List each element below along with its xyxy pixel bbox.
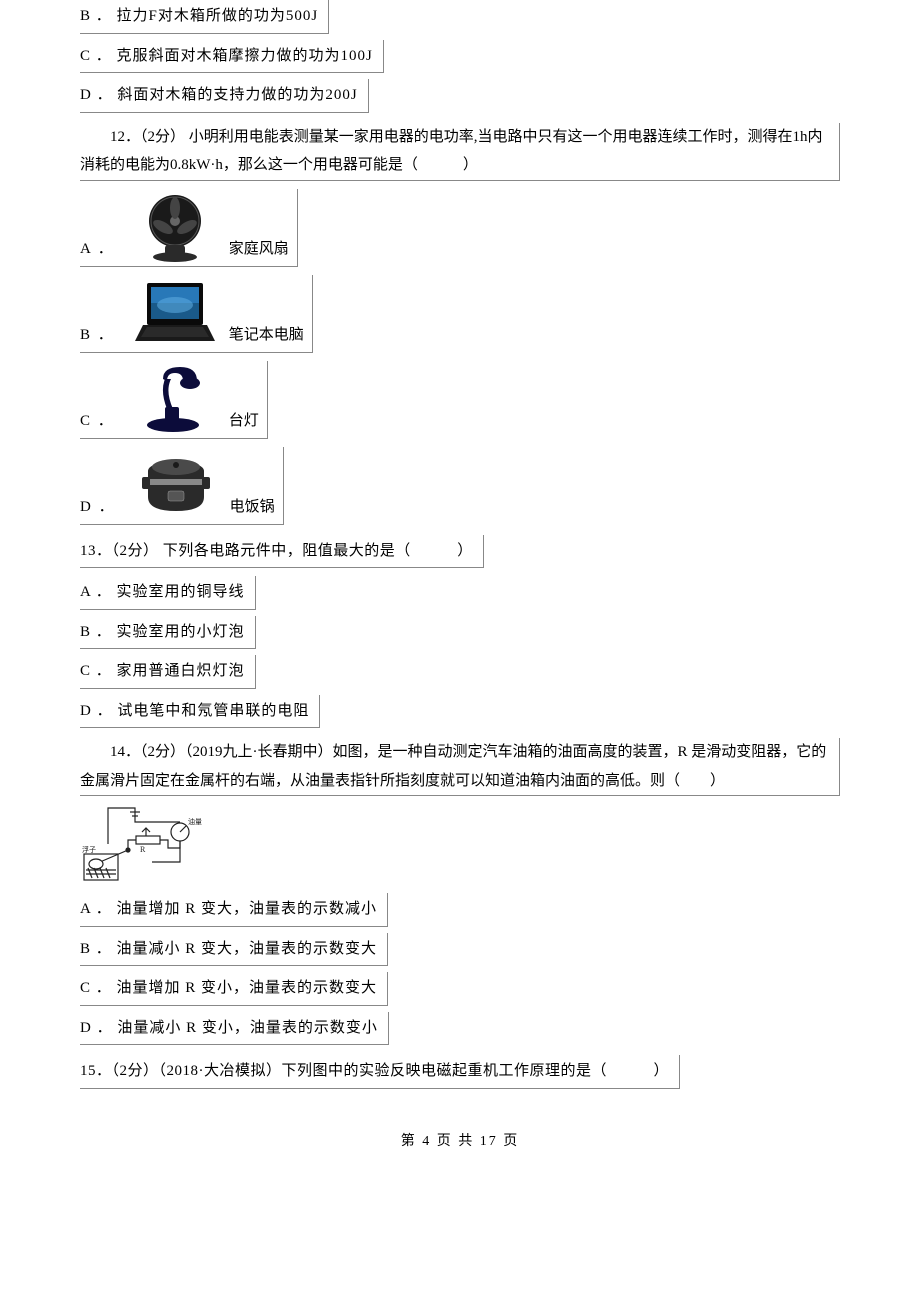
q11-option-d: D ． 斜面对木箱的支持力做的功为200J (80, 79, 840, 113)
ricecooker-icon (126, 447, 226, 522)
option-text: C ． 克服斜面对木箱摩擦力做的功为100J (80, 40, 384, 74)
q12-option-c: C ． 台灯 (80, 361, 840, 439)
q13-option-a: A ． 实验室用的铜导线 (80, 576, 840, 610)
fan-icon (125, 189, 225, 264)
option-label: C ． (80, 407, 115, 436)
q11-option-b: B ． 拉力F对木箱所做的功为500J (80, 0, 840, 34)
q14-option-b: B ． 油量减小 R 变大，油量表的示数变大 (80, 933, 840, 967)
q13-option-c: C ． 家用普通白炽灯泡 (80, 655, 840, 689)
option-text: B ． 实验室用的小灯泡 (80, 616, 256, 650)
q14-option-a: A ． 油量增加 R 变大，油量表的示数减小 (80, 893, 840, 927)
option-text: A ． 油量增加 R 变大，油量表的示数减小 (80, 893, 388, 927)
q13-option-d: D ． 试电笔中和氖管串联的电阻 (80, 695, 840, 729)
option-label: D ． (80, 493, 116, 522)
q13-option-b: B ． 实验室用的小灯泡 (80, 616, 840, 650)
q15-stem: 15．（2分）（2018·大冶模拟）下列图中的实验反映电磁起重机工作原理的是（ … (80, 1055, 840, 1089)
option-text: 家庭风扇 (229, 235, 289, 264)
q12-stem: 12．（2分） 小明利用电能表测量某一家用电器的电功率,当电路中只有这一个用电器… (80, 123, 840, 181)
option-text: B ． 油量减小 R 变大，油量表的示数变大 (80, 933, 388, 967)
q11-option-c: C ． 克服斜面对木箱摩擦力做的功为100J (80, 40, 840, 74)
q12-option-a: A ． 家庭风扇 (80, 189, 840, 267)
q13-stem: 13．（2分） 下列各电路元件中，阻值最大的是（ ） (80, 535, 840, 569)
option-text: 台灯 (229, 407, 259, 436)
option-text: B ． 拉力F对木箱所做的功为500J (80, 0, 329, 34)
option-text: 笔记本电脑 (229, 321, 304, 350)
option-text: A ． 实验室用的铜导线 (80, 576, 256, 610)
question-stem-text: 15．（2分）（2018·大冶模拟）下列图中的实验反映电磁起重机工作原理的是（ … (80, 1055, 680, 1089)
option-text: D ． 斜面对木箱的支持力做的功为200J (80, 79, 369, 113)
question-stem-text: 13．（2分） 下列各电路元件中，阻值最大的是（ ） (80, 535, 484, 569)
q14-option-c: C ． 油量增加 R 变小，油量表的示数变大 (80, 972, 840, 1006)
laptop-icon (125, 275, 225, 350)
q12-option-d: D ． 电饭锅 (80, 447, 840, 525)
option-text: D ． 试电笔中和氖管串联的电阻 (80, 695, 320, 729)
option-text: C ． 家用普通白炽灯泡 (80, 655, 256, 689)
question-stem-text: 12．（2分） 小明利用电能表测量某一家用电器的电功率,当电路中只有这一个用电器… (80, 129, 823, 174)
option-label: A ． (80, 235, 115, 264)
q14-stem: 14．（2分）（2019九上·长春期中）如图，是一种自动测定汽车油箱的油面高度的… (80, 738, 840, 796)
option-text: D ． 油量减小 R 变小，油量表的示数变小 (80, 1012, 389, 1046)
desklamp-icon (125, 361, 225, 436)
q14-option-d: D ． 油量减小 R 变小，油量表的示数变小 (80, 1012, 840, 1046)
oil-device-diagram: R 油量 浮子 (80, 804, 210, 889)
question-stem-text: 14．（2分）（2019九上·长春期中）如图，是一种自动测定汽车油箱的油面高度的… (80, 744, 826, 789)
q12-option-b: B ． 笔记本电脑 (80, 275, 840, 353)
option-text: 电饭锅 (230, 493, 275, 522)
option-label: B ． (80, 321, 115, 350)
svg-text:浮子: 浮子 (82, 845, 96, 854)
option-text: C ． 油量增加 R 变小，油量表的示数变大 (80, 972, 388, 1006)
page-footer: 第 4 页 共 17 页 (80, 1129, 840, 1156)
svg-text:油量: 油量 (188, 817, 202, 826)
svg-text:R: R (140, 845, 146, 854)
